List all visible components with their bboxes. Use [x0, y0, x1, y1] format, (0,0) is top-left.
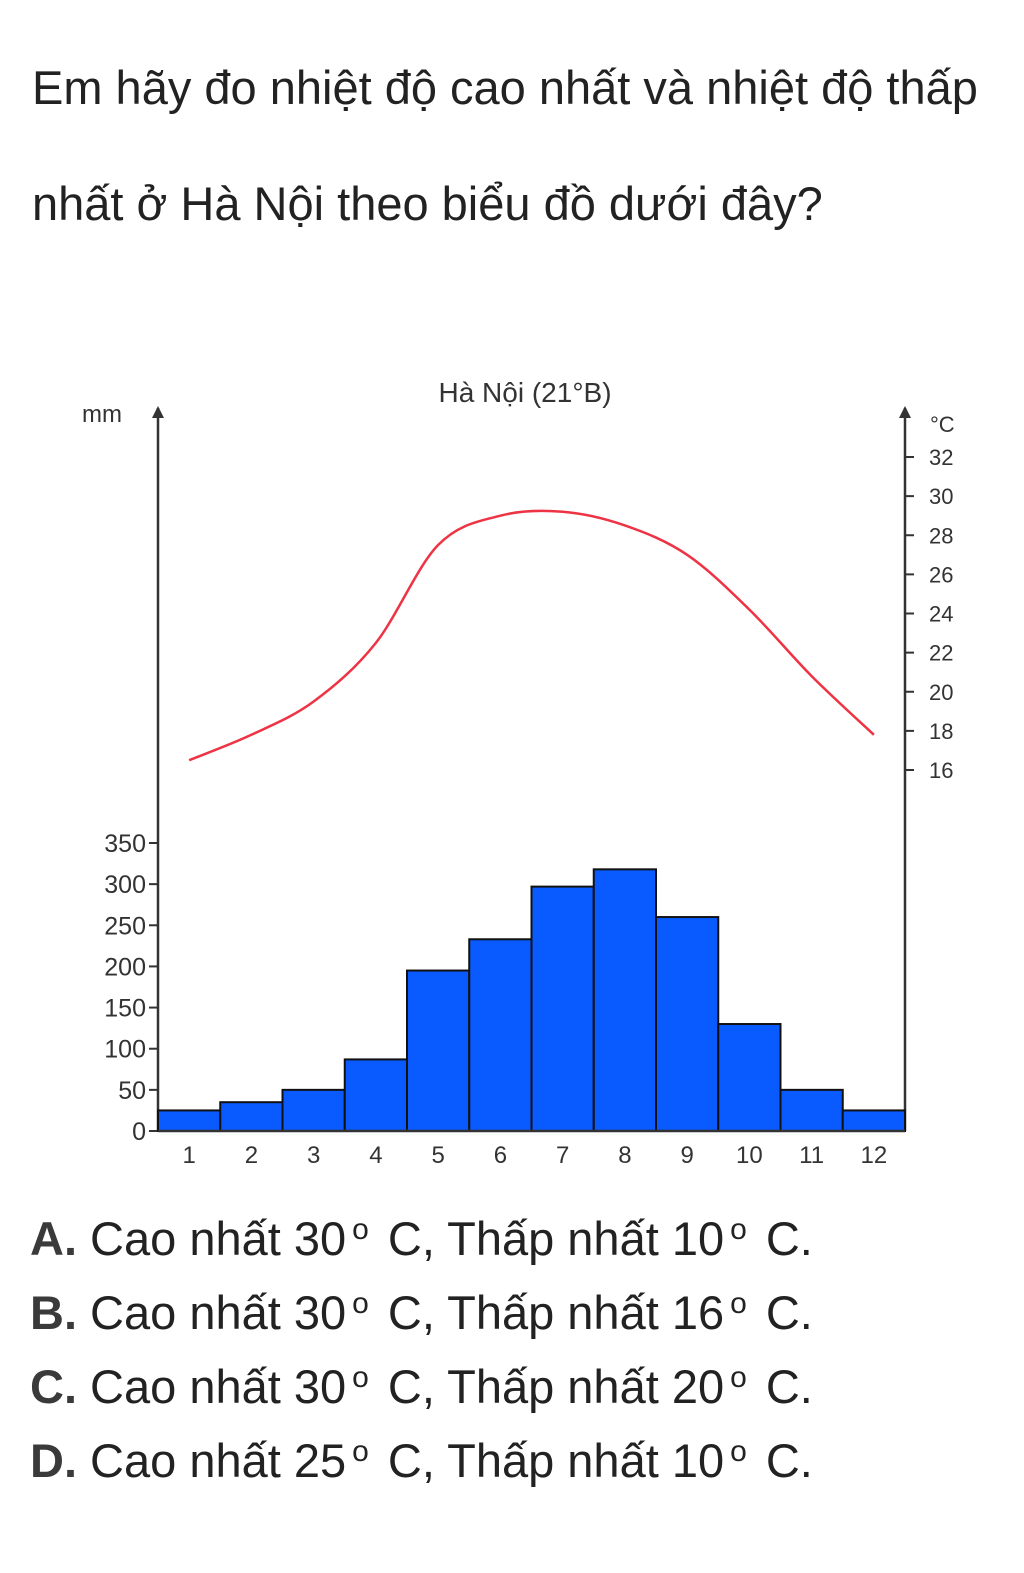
option-text-2: C, Thấp nhất 10 — [374, 1434, 725, 1487]
degree-sign: o — [352, 1361, 369, 1394]
rainfall-bar — [406, 969, 471, 1132]
option-text-2: C, Thấp nhất 16 — [374, 1286, 725, 1339]
x-tick-label: 4 — [369, 1142, 382, 1169]
climate-chart-svg: Hà Nội (21°B) mm °C 05010015020025030035… — [82, 377, 955, 1169]
right-axis-unit: °C — [930, 412, 955, 437]
climate-chart: Hà Nội (21°B) mm °C 0 50 100 150 200 250 300 35… — [60, 360, 1000, 1180]
degree-sign: o — [730, 1361, 747, 1394]
question-text: Em hãy đo nhiệt độ cao nhất và nhiệt độ … — [32, 61, 978, 230]
left-tick-label: 250 — [104, 912, 146, 940]
rainfall-bar — [157, 1109, 222, 1133]
option-letter: B. — [30, 1286, 77, 1339]
x-tick-label: 12 — [861, 1142, 888, 1169]
degree-sign: o — [352, 1287, 369, 1320]
x-tick-label: 5 — [431, 1142, 444, 1169]
rainfall-bar — [717, 1023, 782, 1132]
x-tick-label: 10 — [736, 1142, 763, 1169]
left-axis: 0 50 100 150 200 250 300 350 — [104, 406, 164, 1146]
left-tick-label: 0 — [132, 1118, 146, 1146]
right-tick-label: 30 — [929, 484, 953, 509]
option-text-2: C, Thấp nhất 20 — [374, 1360, 725, 1413]
rainfall-bar — [530, 885, 595, 1133]
right-tick-label: 26 — [929, 562, 953, 587]
right-tick-label: 18 — [929, 719, 953, 744]
right-axis: 16 18 20 22 24 26 28 30 32 — [899, 406, 953, 1131]
left-tick-label: 300 — [104, 871, 146, 899]
option-text-1: Cao nhất 30 — [77, 1360, 347, 1413]
right-tick-label: 16 — [929, 758, 953, 783]
option-a[interactable]: A. Cao nhất 30 o C, Thấp nhất 10 o C. — [30, 1202, 1010, 1276]
left-tick-label: 100 — [104, 1036, 146, 1064]
left-tick-label: 150 — [104, 995, 146, 1023]
rainfall-bar — [841, 1109, 906, 1133]
rainfall-bar — [592, 868, 657, 1132]
left-tick-label: 200 — [104, 953, 146, 981]
rainfall-bar — [281, 1088, 346, 1132]
temperature-line-group — [188, 509, 875, 762]
x-tick-label: 3 — [307, 1142, 320, 1169]
x-tick-label: 9 — [680, 1142, 693, 1169]
right-tick-label: 20 — [929, 680, 953, 705]
right-tick-label: 24 — [929, 602, 953, 627]
degree-sign: o — [730, 1213, 747, 1246]
right-tick-label: 32 — [929, 445, 953, 470]
rainfall-bars — [157, 868, 906, 1133]
option-text-1: Cao nhất 25 — [77, 1434, 347, 1487]
rainfall-bar — [343, 1058, 408, 1133]
option-d[interactable]: D. Cao nhất 25 o C, Thấp nhất 10 o C. — [30, 1424, 1010, 1498]
degree-sign: o — [730, 1435, 747, 1468]
degree-sign: o — [730, 1287, 747, 1320]
option-letter: D. — [30, 1434, 77, 1487]
option-text-3: C. — [752, 1212, 813, 1265]
x-tick-label: 2 — [245, 1142, 258, 1169]
x-tick-label: 11 — [799, 1142, 824, 1169]
answer-options: A. Cao nhất 30 o C, Thấp nhất 10 o C. B. C… — [30, 1202, 1010, 1498]
x-tick-label: 8 — [618, 1142, 631, 1169]
x-axis-ticks: 1 2 3 4 5 6 7 8 9 10 11 12 — [182, 1142, 887, 1169]
option-text-2: C, Thấp nhất 10 — [374, 1212, 725, 1265]
option-letter: C. — [30, 1360, 77, 1413]
option-b[interactable]: B. Cao nhất 30 o C, Thấp nhất 16 o C. — [30, 1276, 1010, 1350]
option-text-3: C. — [752, 1286, 813, 1339]
degree-sign: o — [352, 1213, 369, 1246]
left-tick-label: 50 — [118, 1077, 146, 1105]
rainfall-bar — [779, 1088, 844, 1132]
x-tick-label: 1 — [182, 1142, 195, 1169]
right-tick-label: 28 — [929, 523, 953, 548]
chart-title: Hà Nội (21°B) — [438, 377, 611, 408]
rainfall-bar — [219, 1101, 284, 1133]
left-axis-unit: mm — [82, 401, 122, 428]
option-letter: A. — [30, 1212, 77, 1265]
option-c[interactable]: C. Cao nhất 30 o C, Thấp nhất 20 o C. — [30, 1350, 1010, 1424]
option-text-3: C. — [752, 1360, 813, 1413]
x-tick-label: 6 — [494, 1142, 507, 1169]
option-text-1: Cao nhất 30 — [77, 1286, 347, 1339]
right-axis-arrow — [899, 406, 911, 418]
option-text-1: Cao nhất 30 — [77, 1212, 347, 1265]
rainfall-bar — [468, 938, 533, 1132]
x-tick-label: 7 — [556, 1142, 569, 1169]
degree-sign: o — [352, 1435, 369, 1468]
left-axis-arrow — [152, 406, 164, 418]
right-tick-label: 22 — [929, 641, 953, 666]
temperature-line — [188, 509, 875, 762]
option-text-3: C. — [752, 1434, 813, 1487]
rainfall-bar — [655, 916, 720, 1132]
left-tick-label: 350 — [104, 830, 146, 858]
